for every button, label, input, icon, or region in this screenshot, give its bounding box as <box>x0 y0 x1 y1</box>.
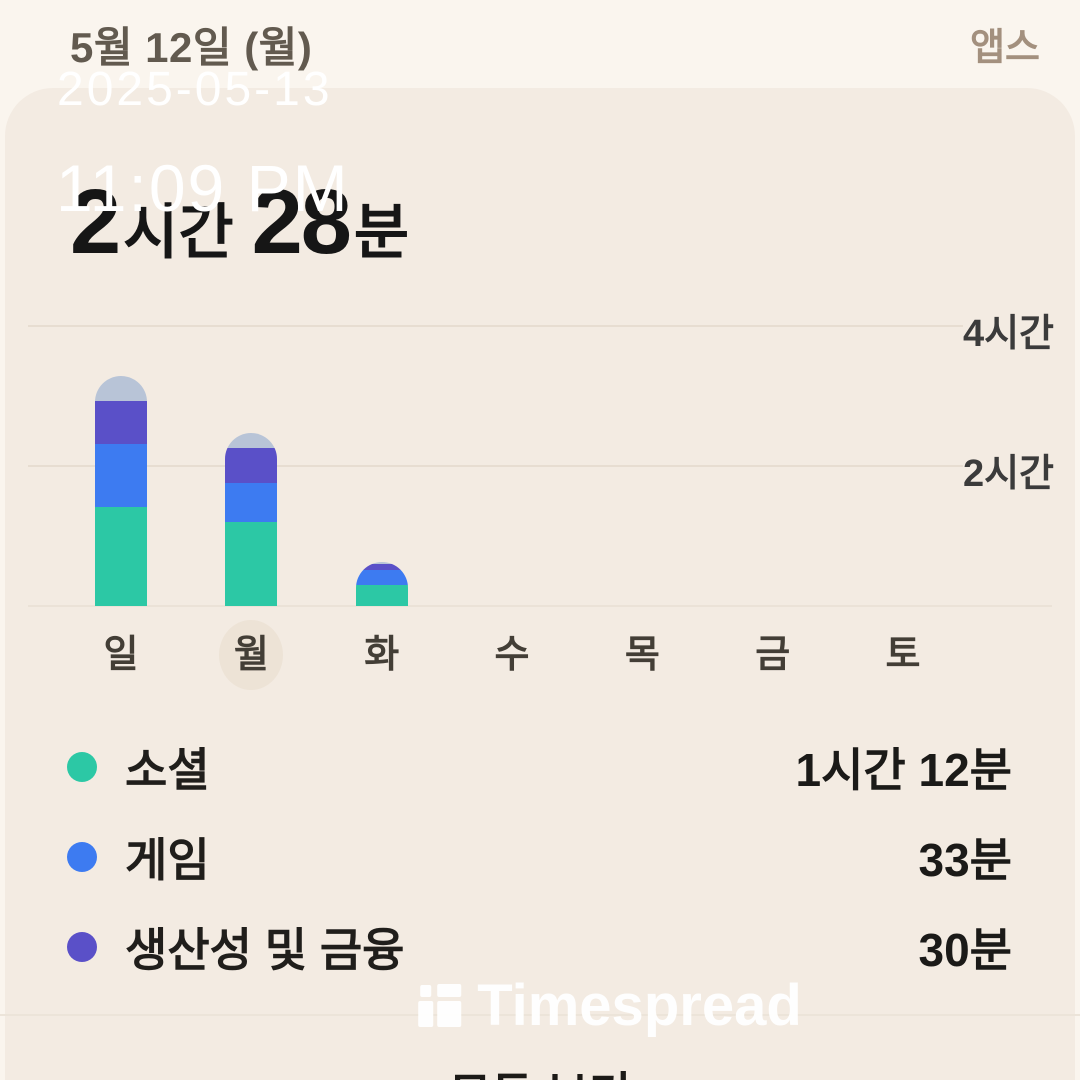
gridline-2시간 <box>28 465 963 467</box>
bar-segment-게임 <box>225 483 278 522</box>
legend-label: 소셜 <box>125 744 210 796</box>
bar-segment-소셜 <box>225 521 278 606</box>
day-label-월[interactable]: 월 <box>219 620 284 690</box>
total-minutes: 28 <box>251 171 352 273</box>
day-label-금[interactable]: 금 <box>755 634 791 676</box>
overlay-date-text: 2025-05-13 <box>57 63 333 116</box>
social-color-dot <box>67 752 97 782</box>
view-all-button[interactable]: 모두 보기 <box>449 1058 631 1080</box>
bar-segment-소셜 <box>95 506 147 606</box>
bar-segment-게임 <box>355 569 408 585</box>
games-color-dot <box>67 842 97 872</box>
day-label-일[interactable]: 일 <box>103 634 139 676</box>
gridline-4시간 <box>28 325 963 327</box>
legend-value: 1시간 12분 <box>795 744 1013 796</box>
section-divider <box>0 1014 1080 1016</box>
timespread-watermark: Timespread <box>418 972 802 1039</box>
x-axis-baseline <box>28 605 1052 607</box>
legend-value: 33분 <box>918 834 1013 886</box>
y-tick-4h: 4시간 <box>962 313 1054 355</box>
productivity-color-dot <box>67 932 97 962</box>
apps-link[interactable]: 앱스 <box>970 27 1040 69</box>
legend-label: 게임 <box>125 834 210 886</box>
timespread-logo-icon <box>418 984 462 1027</box>
total-hours: 2 <box>70 171 121 273</box>
legend-label: 생산성 및 금융 <box>125 924 405 976</box>
overlay-time-text: 11:09 PM <box>56 151 350 225</box>
bar-segment-생산성 및 금융 <box>95 400 147 444</box>
legend-row-productivity[interactable]: 생산성 및 금융 30분 <box>67 915 1012 979</box>
bar-segment-기타 <box>225 433 278 449</box>
day-label-화[interactable]: 화 <box>364 634 400 676</box>
total-usage-title: 2 시간 28 분 <box>70 170 409 275</box>
usage-card <box>5 88 1075 1080</box>
bar-segment-기타 <box>355 561 408 564</box>
legend-row-games[interactable]: 게임 33분 <box>67 825 1012 889</box>
bar-segment-소셜 <box>355 584 408 606</box>
bar-월[interactable] <box>225 433 278 606</box>
legend-value: 30분 <box>918 924 1013 976</box>
total-hours-unit: 시간 <box>123 199 234 266</box>
bar-일[interactable] <box>95 376 147 606</box>
bar-segment-생산성 및 금융 <box>225 448 278 484</box>
day-label-목[interactable]: 목 <box>624 634 660 676</box>
bar-segment-기타 <box>95 376 147 401</box>
bar-segment-게임 <box>95 443 147 507</box>
bar-화[interactable] <box>355 561 408 606</box>
total-minutes-unit: 분 <box>353 199 410 266</box>
day-label-수[interactable]: 수 <box>494 634 530 676</box>
y-tick-2h: 2시간 <box>962 453 1054 495</box>
bar-segment-생산성 및 금융 <box>355 563 408 570</box>
day-label-토[interactable]: 토 <box>885 634 921 676</box>
header-date-label: 5월 12일 (월) <box>70 24 313 71</box>
watermark-brand-text: Timespread <box>477 973 802 1038</box>
legend-row-social[interactable]: 소셜 1시간 12분 <box>67 735 1012 799</box>
